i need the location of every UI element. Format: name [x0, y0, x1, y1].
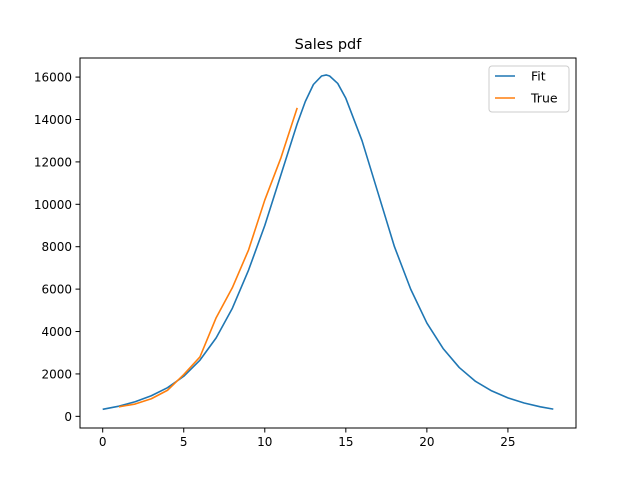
- y-tick-label: 6000: [41, 283, 72, 297]
- y-tick-label: 4000: [41, 325, 72, 339]
- chart-title: Sales pdf: [295, 37, 363, 53]
- y-tick-label: 0: [64, 410, 72, 424]
- y-tick-label: 16000: [34, 71, 72, 85]
- legend-label-fit: Fit: [531, 69, 546, 84]
- x-tick-label: 0: [99, 435, 107, 449]
- legend-label-true: True: [530, 91, 558, 106]
- x-tick-label: 5: [180, 435, 188, 449]
- y-tick-label: 8000: [41, 240, 72, 254]
- x-tick-label: 25: [500, 435, 515, 449]
- y-tick-label: 2000: [41, 367, 72, 381]
- y-tick-label: 14000: [34, 113, 72, 127]
- x-tick-label: 10: [257, 435, 272, 449]
- series-line-true: [118, 107, 298, 408]
- x-tick-label: 20: [419, 435, 434, 449]
- axes-frame: [79, 57, 577, 429]
- series-line-fit: [102, 74, 554, 411]
- legend: Fit True: [488, 65, 570, 113]
- legend-box: [488, 65, 570, 113]
- y-tick-label: 10000: [34, 198, 72, 212]
- y-tick-label: 12000: [34, 155, 72, 169]
- x-tick-label: 15: [338, 435, 353, 449]
